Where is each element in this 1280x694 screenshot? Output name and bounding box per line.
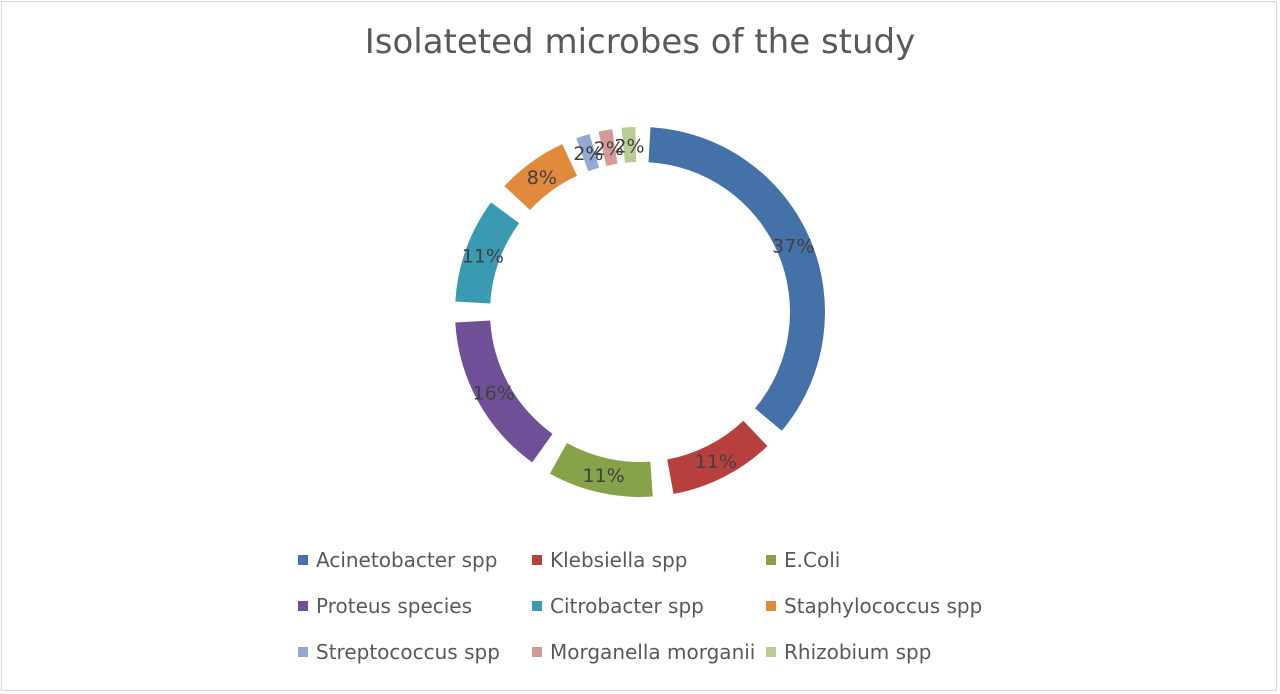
- legend-item: Streptococcus spp: [298, 640, 532, 664]
- legend-label: Morganella morganii: [550, 640, 756, 664]
- data-label-acinetobacter-spp: 37%: [772, 236, 814, 258]
- slice-citrobacter-spp: [455, 202, 520, 304]
- legend-label: Acinetobacter spp: [316, 548, 498, 572]
- data-label-morganella-morganii: 2%: [594, 138, 624, 160]
- legend-swatch: [766, 601, 776, 611]
- legend-label: Proteus species: [316, 594, 473, 618]
- legend-label: Streptococcus spp: [316, 640, 500, 664]
- data-label-e-coli: 11%: [582, 465, 624, 487]
- slice-e-coli: [549, 443, 653, 497]
- legend-item: Citrobacter spp: [532, 594, 766, 618]
- data-label-proteus-species: 16%: [473, 382, 515, 404]
- data-label-streptococcus-spp: 2%: [573, 143, 603, 165]
- legend-label: Citrobacter spp: [550, 594, 704, 618]
- legend-item: Rhizobium spp: [766, 640, 1018, 664]
- legend-item: Morganella morganii: [532, 640, 766, 664]
- legend-label: Klebsiella spp: [550, 548, 688, 572]
- doughnut-chart: 37%11%11%16%11%8%2%2%2%: [455, 127, 826, 497]
- legend-swatch: [532, 647, 542, 657]
- legend-swatch: [766, 647, 776, 657]
- legend-swatch: [298, 601, 308, 611]
- slice-staphylococcus-spp: [504, 144, 577, 210]
- legend-swatch: [298, 555, 308, 565]
- data-label-citrobacter-spp: 11%: [462, 245, 504, 267]
- legend-item: Acinetobacter spp: [298, 548, 532, 572]
- chart-title: Isolateted microbes of the study: [364, 22, 916, 62]
- legend-item: Proteus species: [298, 594, 532, 618]
- legend-swatch: [766, 555, 776, 565]
- data-label-rhizobium-spp: 2%: [614, 135, 644, 157]
- slice-acinetobacter-spp: [648, 127, 826, 431]
- legend-label: Staphylococcus spp: [784, 594, 983, 618]
- slice-klebsiella-spp: [667, 420, 768, 494]
- legend-swatch: [298, 647, 308, 657]
- data-label-staphylococcus-spp: 8%: [527, 167, 557, 189]
- legend-item: E.Coli: [766, 548, 1018, 572]
- slice-rhizobium-spp: [621, 127, 637, 163]
- legend-label: Rhizobium spp: [784, 640, 932, 664]
- legend-item: Klebsiella spp: [532, 548, 766, 572]
- chart-legend: Acinetobacter spp Klebsiella spp E.Coli Pro…: [298, 548, 1018, 664]
- legend-swatch: [532, 555, 542, 565]
- slice-morganella-morganii: [598, 129, 618, 166]
- legend-item: Staphylococcus spp: [766, 594, 1018, 618]
- legend-swatch: [532, 601, 542, 611]
- slice-proteus-species: [455, 320, 553, 463]
- legend-label: E.Coli: [784, 548, 841, 572]
- data-label-klebsiella-spp: 11%: [695, 451, 737, 473]
- slice-streptococcus-spp: [576, 134, 600, 172]
